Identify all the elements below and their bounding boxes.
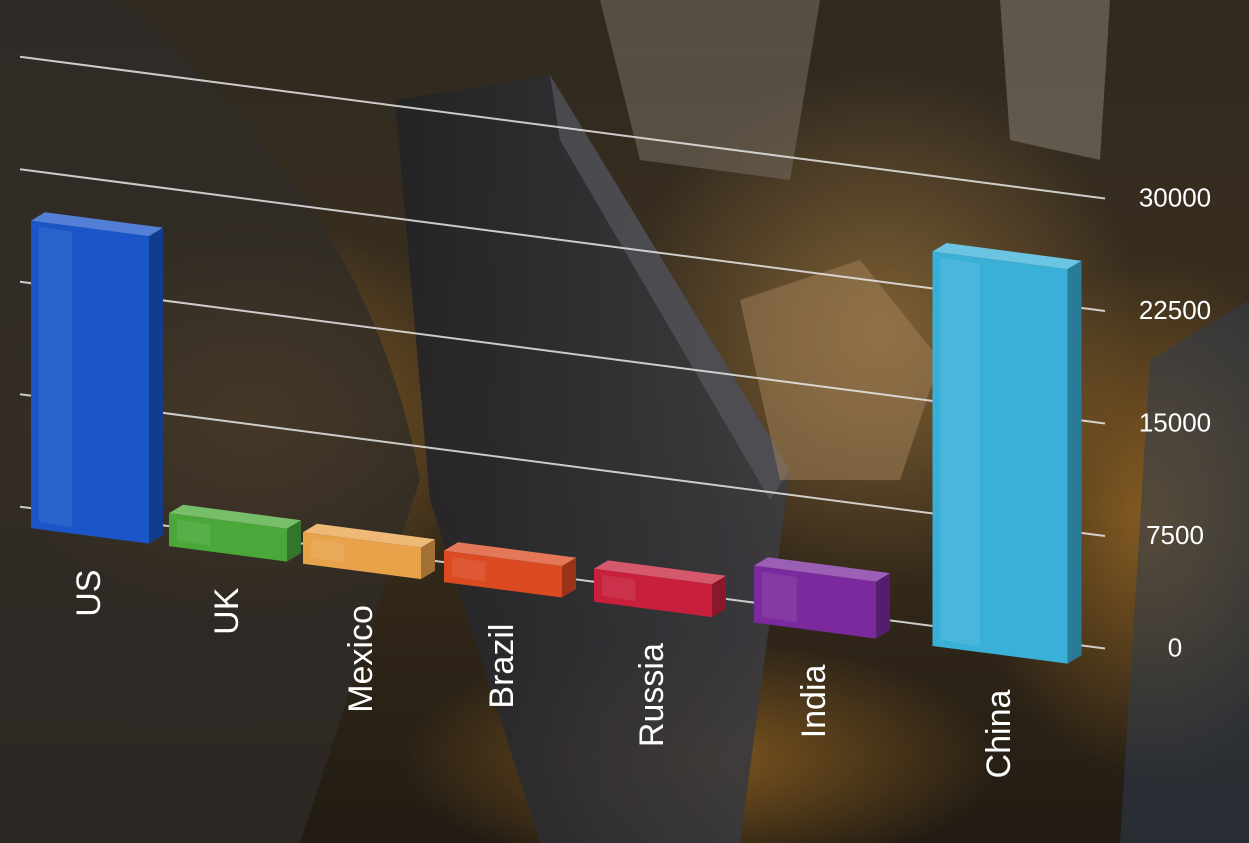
x-tick-label-india: India (795, 664, 833, 738)
x-tick-label-russia: Russia (633, 643, 671, 747)
bar-russia (594, 560, 726, 618)
y-tick-label-7500: 7500 (1146, 520, 1204, 550)
gridline-22500 (19, 168, 1106, 312)
gridline-15000 (19, 280, 1106, 425)
gridline-30000 (19, 55, 1106, 200)
bar-india (754, 557, 890, 639)
bar-us (31, 212, 163, 544)
x-tick-label-uk: UK (208, 587, 246, 635)
bars (31, 212, 1082, 664)
y-tick-label-22500: 22500 (1139, 295, 1211, 325)
x-tick-label-brazil: Brazil (483, 624, 521, 709)
x-tick-label-china: China (980, 690, 1018, 779)
y-axis-ticks: 0 7500 15000 22500 30000 (1139, 182, 1211, 662)
y-tick-label-0: 0 (1168, 632, 1182, 662)
y-tick-label-30000: 30000 (1139, 182, 1211, 212)
y-tick-label-15000: 15000 (1139, 407, 1211, 437)
bar-mexico (303, 523, 435, 580)
x-tick-label-mexico: Mexico (342, 605, 380, 713)
gridline-7500 (19, 393, 1106, 537)
bar-uk (169, 504, 301, 562)
x-axis-labels: US UK Mexico Brazil Russia India China (70, 570, 1018, 779)
x-tick-label-us: US (70, 570, 108, 617)
bar-brazil (444, 542, 576, 598)
bar-china (932, 243, 1082, 664)
